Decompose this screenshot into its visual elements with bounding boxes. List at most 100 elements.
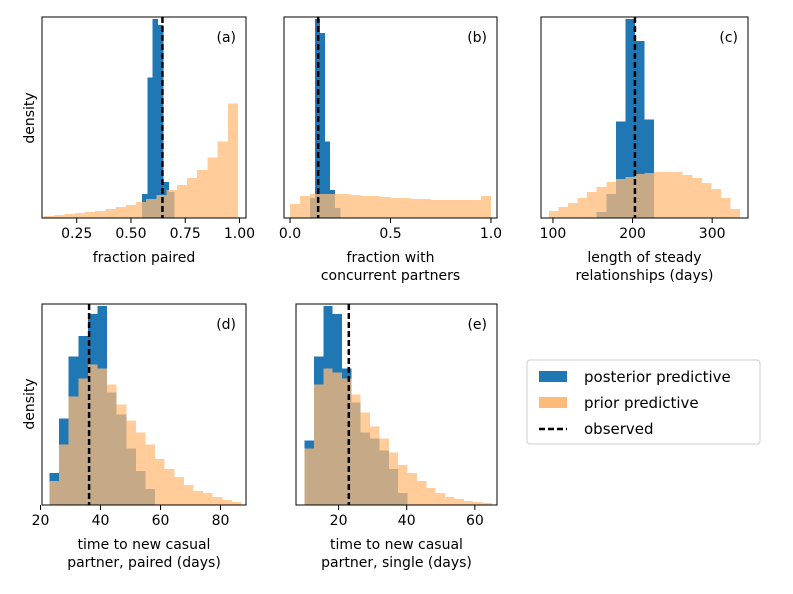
- x-tick-label: 60: [466, 513, 484, 529]
- prior-bar: [596, 186, 607, 218]
- prior-bar: [440, 199, 451, 218]
- prior-bar: [701, 182, 712, 218]
- prior-bar: [97, 368, 108, 505]
- prior-bar: [74, 212, 85, 218]
- y-axis-label-top: density: [22, 92, 38, 143]
- prior-bar: [482, 502, 492, 505]
- prior-bar: [450, 199, 461, 218]
- panel-b: 0.0 0.5 1.0 fraction with concurrent partner…: [279, 16, 502, 284]
- prior-bar: [231, 501, 242, 505]
- posterior-bar: [320, 33, 326, 218]
- x-axis-label: fraction with: [347, 250, 435, 266]
- axes-frame: [41, 16, 247, 219]
- prior-bar: [207, 157, 218, 218]
- prior-bar: [460, 199, 471, 218]
- prior-bar: [212, 496, 223, 505]
- bars-a: [44, 19, 238, 218]
- posterior-bar: [158, 25, 164, 218]
- panel-label: (c): [719, 30, 738, 46]
- prior-bar: [186, 177, 198, 218]
- y-axis-label-bottom: density: [22, 378, 38, 429]
- prior-bar: [463, 500, 474, 505]
- bars-c: [548, 19, 741, 218]
- prior-bar: [313, 384, 324, 505]
- posterior-bar: [152, 19, 159, 218]
- prior-bar: [692, 177, 702, 218]
- prior-bar: [176, 184, 187, 218]
- x-axis-label: relationships (days): [575, 268, 713, 284]
- panel-label: (e): [467, 317, 487, 333]
- prior-bar: [146, 198, 157, 218]
- x-tick-label: 60: [152, 513, 170, 529]
- x-tick-label: 0.50: [115, 226, 146, 242]
- prior-bar: [217, 141, 228, 218]
- prior-bar: [445, 496, 455, 505]
- bars-b: [290, 19, 491, 218]
- prior-bar: [454, 498, 464, 505]
- prior-bar: [416, 480, 427, 505]
- prior-bar: [68, 396, 79, 505]
- axes-frame: [41, 303, 247, 506]
- x-axis-label: time to new casual: [78, 537, 211, 553]
- bars-e: [304, 306, 492, 505]
- prior-bar: [125, 204, 136, 218]
- prior-bar: [720, 197, 731, 218]
- prior-bar: [155, 458, 165, 505]
- x-tick-label: 0.0: [279, 226, 301, 242]
- x-tick-label: 20: [330, 513, 348, 529]
- prior-bar: [320, 193, 331, 218]
- x-tick-label: 0.75: [170, 226, 201, 242]
- prior-bar: [115, 206, 126, 218]
- prior-bar: [673, 171, 683, 218]
- posterior-bar: [615, 121, 626, 218]
- prior-bar: [351, 394, 361, 505]
- prior-bar: [166, 189, 177, 218]
- prior-bar: [400, 197, 411, 218]
- prior-bar: [174, 476, 184, 505]
- prior-bar: [290, 203, 301, 218]
- prior-bar: [300, 195, 311, 218]
- prior-bar: [558, 206, 569, 218]
- prior-bar: [711, 188, 721, 218]
- prior-bar: [480, 195, 491, 218]
- x-tick-label: 300: [699, 226, 726, 242]
- panel-a: 0.25 0.50 0.75 1.00 fraction paired (a): [41, 16, 255, 266]
- prior-bar: [390, 197, 401, 218]
- prior-bar: [341, 378, 352, 505]
- prior-bar: [197, 169, 208, 218]
- prior-bar: [87, 364, 98, 505]
- posterior-bar: [147, 77, 153, 218]
- x-axis-label: partner, single (days): [321, 555, 472, 571]
- prior-bar: [420, 198, 431, 218]
- x-axis-label: length of steady: [587, 250, 701, 266]
- panel-label: (d): [216, 317, 236, 333]
- prior-bar: [116, 404, 127, 505]
- prior-bar: [730, 208, 741, 218]
- prior-bar: [193, 490, 204, 505]
- legend-label-posterior: posterior predictive: [584, 368, 731, 386]
- prior-bar: [164, 468, 175, 505]
- legend: posterior predictive prior predictive ob…: [526, 359, 761, 445]
- prior-bar: [105, 208, 116, 218]
- prior-bar: [577, 197, 588, 218]
- x-tick-label: 1.00: [224, 226, 255, 242]
- prior-bar: [548, 210, 559, 218]
- prior-bar: [470, 199, 481, 218]
- legend-frame: [526, 359, 761, 445]
- prior-bar: [183, 484, 194, 505]
- prior-bar: [615, 178, 626, 218]
- prior-bar: [370, 426, 380, 505]
- x-tick-label: 1.0: [480, 226, 502, 242]
- prior-bar: [430, 199, 441, 218]
- prior-bar: [145, 444, 156, 505]
- x-tick-label: 40: [92, 513, 110, 529]
- prior-bar: [426, 487, 436, 505]
- prior-bar: [360, 412, 371, 505]
- prior-bar: [304, 448, 314, 505]
- x-axis-label: fraction paired: [93, 250, 196, 266]
- prior-bar: [54, 214, 65, 218]
- posterior-bar: [325, 141, 331, 218]
- prior-bar: [330, 193, 341, 218]
